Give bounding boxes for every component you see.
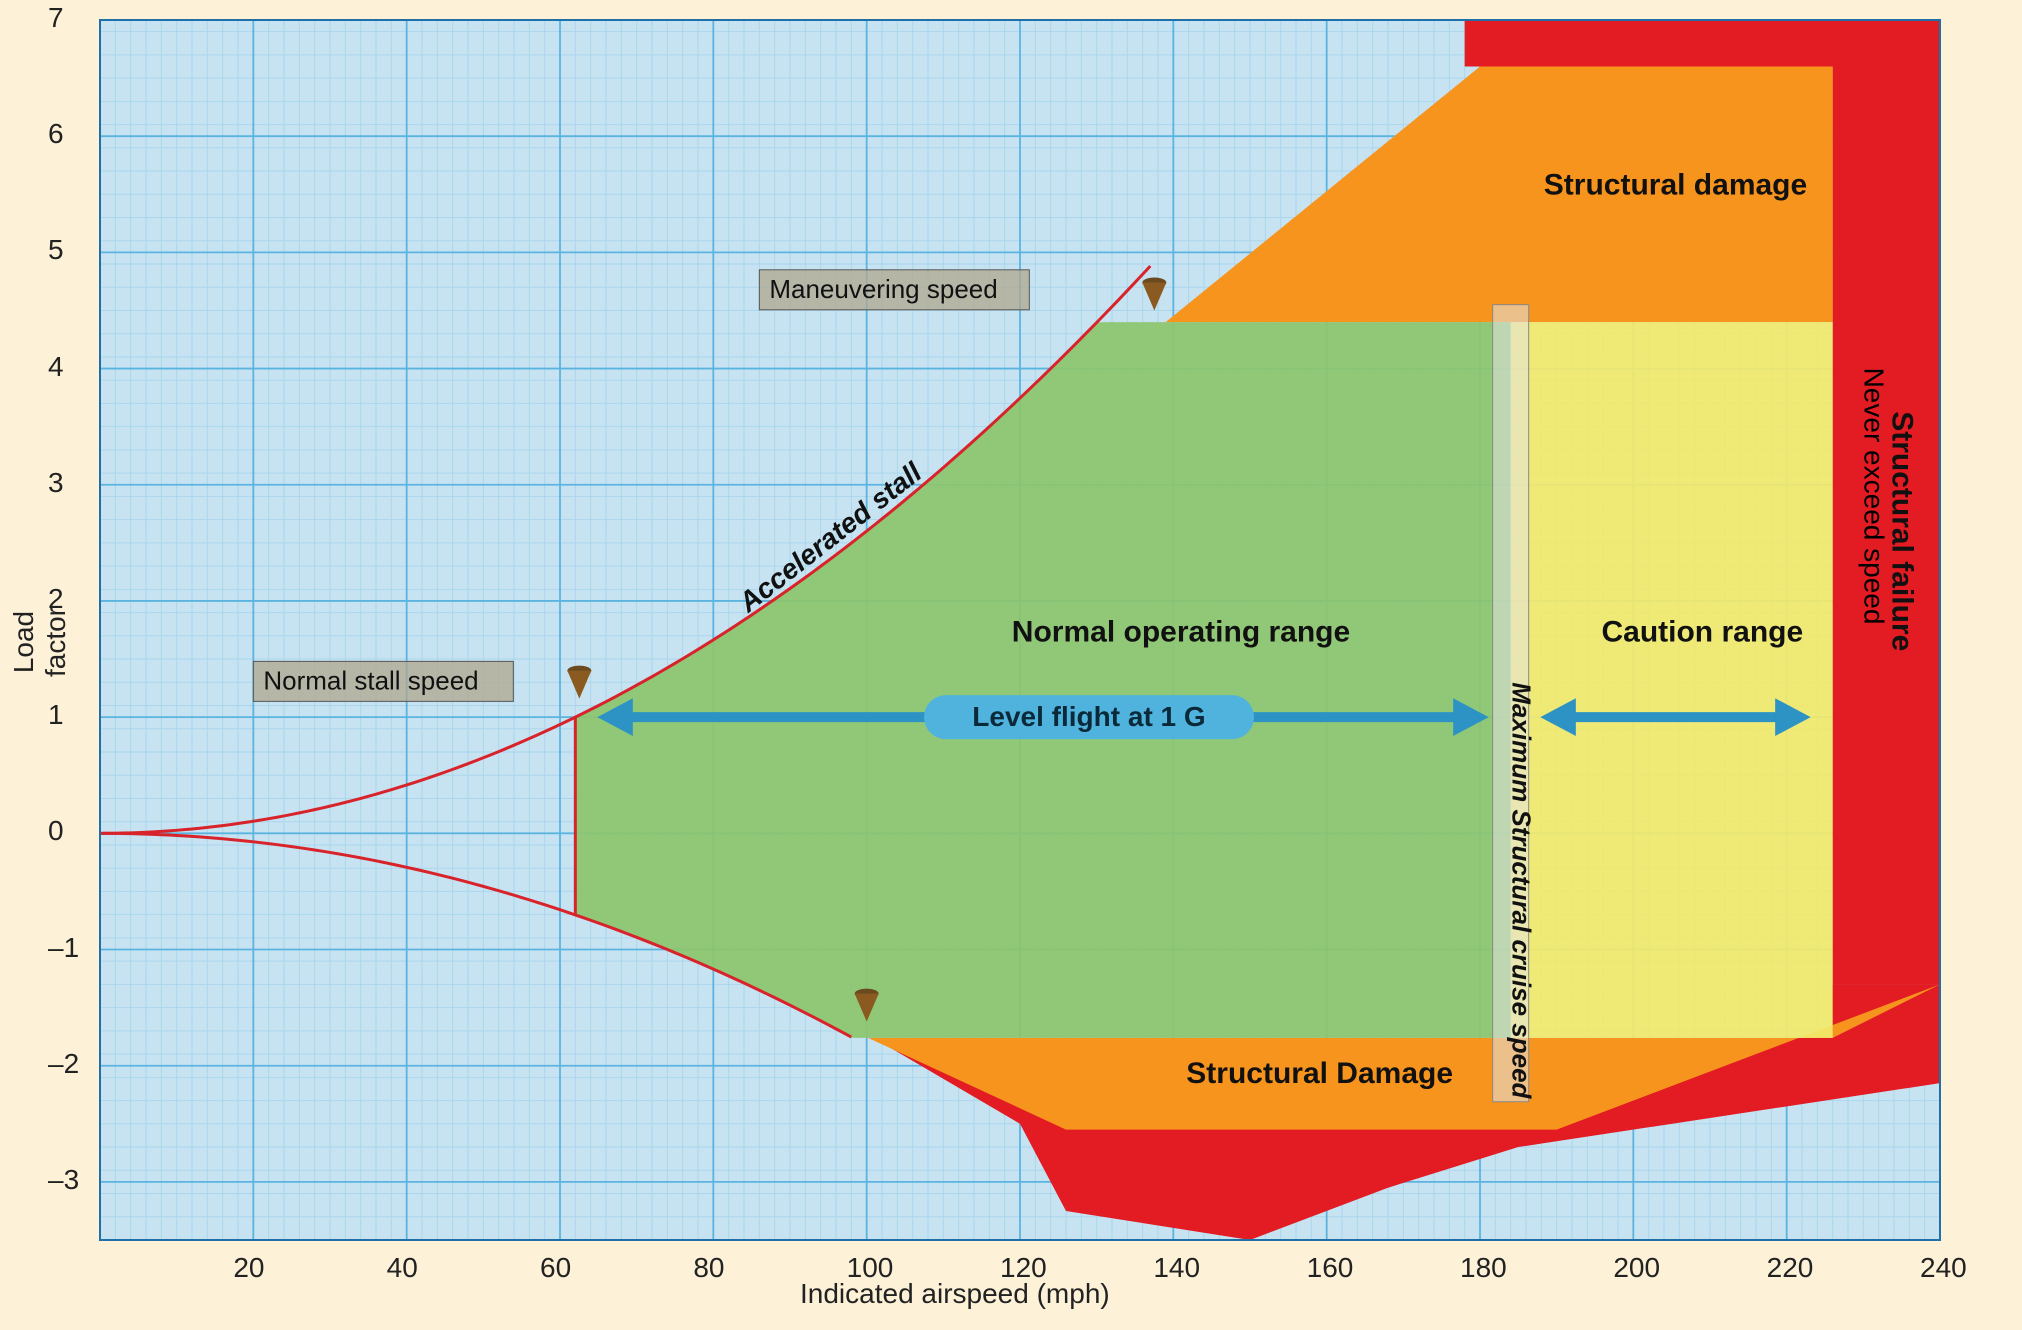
structural-damage-lower-label: Structural Damage: [1186, 1057, 1453, 1090]
y-tick-label: 6: [48, 118, 64, 150]
x-tick-label: 20: [233, 1252, 264, 1284]
label-box: Maneuvering speed: [759, 270, 1029, 310]
x-tick-label: 60: [540, 1252, 571, 1284]
y-tick-label: 5: [48, 234, 64, 266]
x-tick-label: 120: [1000, 1252, 1047, 1284]
structural-failure-label: Structural failure: [1885, 411, 1918, 651]
chart-svg: Maximum Structural cruise speed Level fli…: [0, 0, 2022, 1330]
y-tick-label: 0: [48, 815, 64, 847]
yellow-caution: [1511, 322, 1833, 1038]
y-tick-label: –2: [48, 1048, 79, 1080]
x-tick-label: 180: [1460, 1252, 1507, 1284]
svg-text:Normal stall speed: Normal stall speed: [263, 665, 478, 695]
label-box: Normal stall speed: [253, 661, 513, 701]
max-cruise-label: Maximum Structural cruise speed: [1507, 682, 1537, 1099]
x-tick-label: 40: [387, 1252, 418, 1284]
x-tick-label: 100: [847, 1252, 894, 1284]
y-tick-label: –1: [48, 932, 79, 964]
svg-text:Maneuvering speed: Maneuvering speed: [769, 274, 997, 304]
y-tick-label: 4: [48, 351, 64, 383]
x-tick-label: 160: [1307, 1252, 1354, 1284]
y-tick-label: 7: [48, 2, 64, 34]
structural-damage-upper-label: Structural damage: [1544, 168, 1807, 201]
y-tick-label: 2: [48, 583, 64, 615]
svg-text:Level flight at 1 G: Level flight at 1 G: [972, 701, 1205, 732]
y-tick-label: 3: [48, 467, 64, 499]
never-exceed-speed-label: Never exceed speed: [1858, 368, 1890, 625]
y-tick-label: –3: [48, 1164, 79, 1196]
x-tick-label: 80: [693, 1252, 724, 1284]
caution-range-label: Caution range: [1601, 616, 1803, 649]
x-tick-label: 140: [1153, 1252, 1200, 1284]
x-tick-label: 200: [1613, 1252, 1660, 1284]
x-tick-label: 220: [1767, 1252, 1814, 1284]
y-tick-label: 1: [48, 699, 64, 731]
vn-diagram-chart: Maximum Structural cruise speed Level fli…: [0, 0, 2022, 1330]
x-tick-label: 240: [1920, 1252, 1967, 1284]
normal-operating-label: Normal operating range: [1012, 616, 1350, 649]
